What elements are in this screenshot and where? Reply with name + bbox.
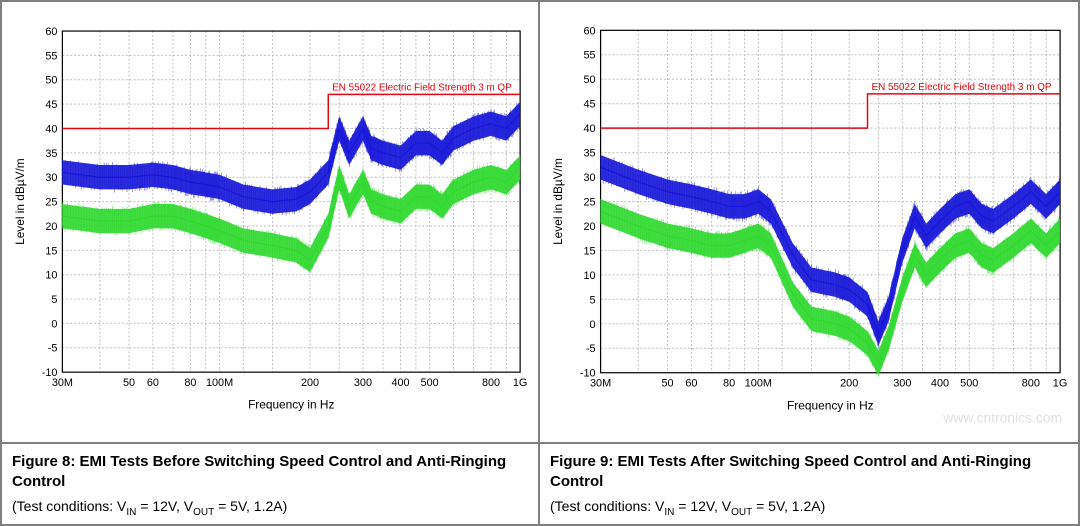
caption-fig8: Figure 8: EMI Tests Before Switching Spe… xyxy=(2,442,538,524)
svg-text:1G: 1G xyxy=(1053,378,1068,390)
panel-fig8: -10-505101520253035404550556030M50608010… xyxy=(2,2,540,524)
svg-text:55: 55 xyxy=(583,50,595,62)
svg-text:100M: 100M xyxy=(745,378,772,390)
svg-text:800: 800 xyxy=(1022,378,1040,390)
svg-text:30M: 30M xyxy=(590,378,611,390)
svg-text:40: 40 xyxy=(45,123,57,135)
svg-text:50: 50 xyxy=(661,378,673,390)
svg-text:80: 80 xyxy=(184,377,196,389)
svg-text:0: 0 xyxy=(590,319,596,331)
svg-text:50: 50 xyxy=(45,75,57,87)
svg-text:20: 20 xyxy=(583,221,595,233)
svg-text:-5: -5 xyxy=(48,343,58,355)
svg-text:100M: 100M xyxy=(206,377,233,389)
svg-text:50: 50 xyxy=(583,74,595,86)
panel-fig9: -10-505101520253035404550556030M50608010… xyxy=(540,2,1078,524)
svg-text:Frequency in Hz: Frequency in Hz xyxy=(248,398,334,412)
figure-title: Figure 9: EMI Tests After Switching Spee… xyxy=(550,452,1068,493)
svg-text:60: 60 xyxy=(147,377,159,389)
emi-chart-after: -10-505101520253035404550556030M50608010… xyxy=(546,8,1072,440)
svg-text:55: 55 xyxy=(45,50,57,62)
chart-fig8: -10-505101520253035404550556030M50608010… xyxy=(2,2,538,442)
svg-text:0: 0 xyxy=(51,318,57,330)
svg-text:60: 60 xyxy=(45,26,57,38)
svg-text:50: 50 xyxy=(123,377,135,389)
svg-text:5: 5 xyxy=(51,294,57,306)
svg-text:15: 15 xyxy=(45,245,57,257)
svg-text:www.cntronics.com: www.cntronics.com xyxy=(942,409,1062,425)
svg-text:800: 800 xyxy=(482,377,500,389)
svg-text:5: 5 xyxy=(590,294,596,306)
svg-text:EN 55022 Electric Field Streng: EN 55022 Electric Field Strength 3 m QP xyxy=(871,82,1051,93)
svg-text:40: 40 xyxy=(583,123,595,135)
svg-text:Frequency in Hz: Frequency in Hz xyxy=(787,398,874,412)
svg-text:10: 10 xyxy=(583,270,595,282)
svg-text:200: 200 xyxy=(840,378,858,390)
svg-text:30M: 30M xyxy=(52,377,73,389)
svg-text:30: 30 xyxy=(45,172,57,184)
svg-text:400: 400 xyxy=(931,378,949,390)
svg-text:EN 55022 Electric Field Streng: EN 55022 Electric Field Strength 3 m QP xyxy=(332,82,512,93)
figure-conditions: (Test conditions: VIN = 12V, VOUT = 5V, … xyxy=(12,498,528,518)
svg-text:1G: 1G xyxy=(513,377,528,389)
svg-text:35: 35 xyxy=(583,148,595,160)
svg-text:500: 500 xyxy=(421,377,439,389)
svg-text:25: 25 xyxy=(583,196,595,208)
caption-fig9: Figure 9: EMI Tests After Switching Spee… xyxy=(540,442,1078,524)
svg-text:-5: -5 xyxy=(586,343,596,355)
svg-text:60: 60 xyxy=(583,25,595,37)
emi-chart-before: -10-505101520253035404550556030M50608010… xyxy=(8,8,532,440)
svg-text:45: 45 xyxy=(583,99,595,111)
svg-text:80: 80 xyxy=(723,378,735,390)
svg-text:200: 200 xyxy=(301,377,319,389)
svg-text:25: 25 xyxy=(45,197,57,209)
figure-conditions: (Test conditions: VIN = 12V, VOUT = 5V, … xyxy=(550,498,1068,518)
chart-fig9: -10-505101520253035404550556030M50608010… xyxy=(540,2,1078,442)
svg-text:Level in dBµV/m: Level in dBµV/m xyxy=(551,158,565,245)
figure-title: Figure 8: EMI Tests Before Switching Spe… xyxy=(12,452,528,493)
svg-text:Level in dBµV/m: Level in dBµV/m xyxy=(13,158,27,245)
svg-text:45: 45 xyxy=(45,99,57,111)
svg-text:300: 300 xyxy=(893,378,911,390)
svg-text:500: 500 xyxy=(960,378,978,390)
svg-text:10: 10 xyxy=(45,270,57,282)
figure-pair: -10-505101520253035404550556030M50608010… xyxy=(0,0,1080,526)
svg-text:60: 60 xyxy=(685,378,697,390)
svg-text:400: 400 xyxy=(391,377,409,389)
svg-text:35: 35 xyxy=(45,148,57,160)
svg-text:300: 300 xyxy=(354,377,372,389)
svg-text:20: 20 xyxy=(45,221,57,233)
svg-text:15: 15 xyxy=(583,245,595,257)
svg-text:30: 30 xyxy=(583,172,595,184)
